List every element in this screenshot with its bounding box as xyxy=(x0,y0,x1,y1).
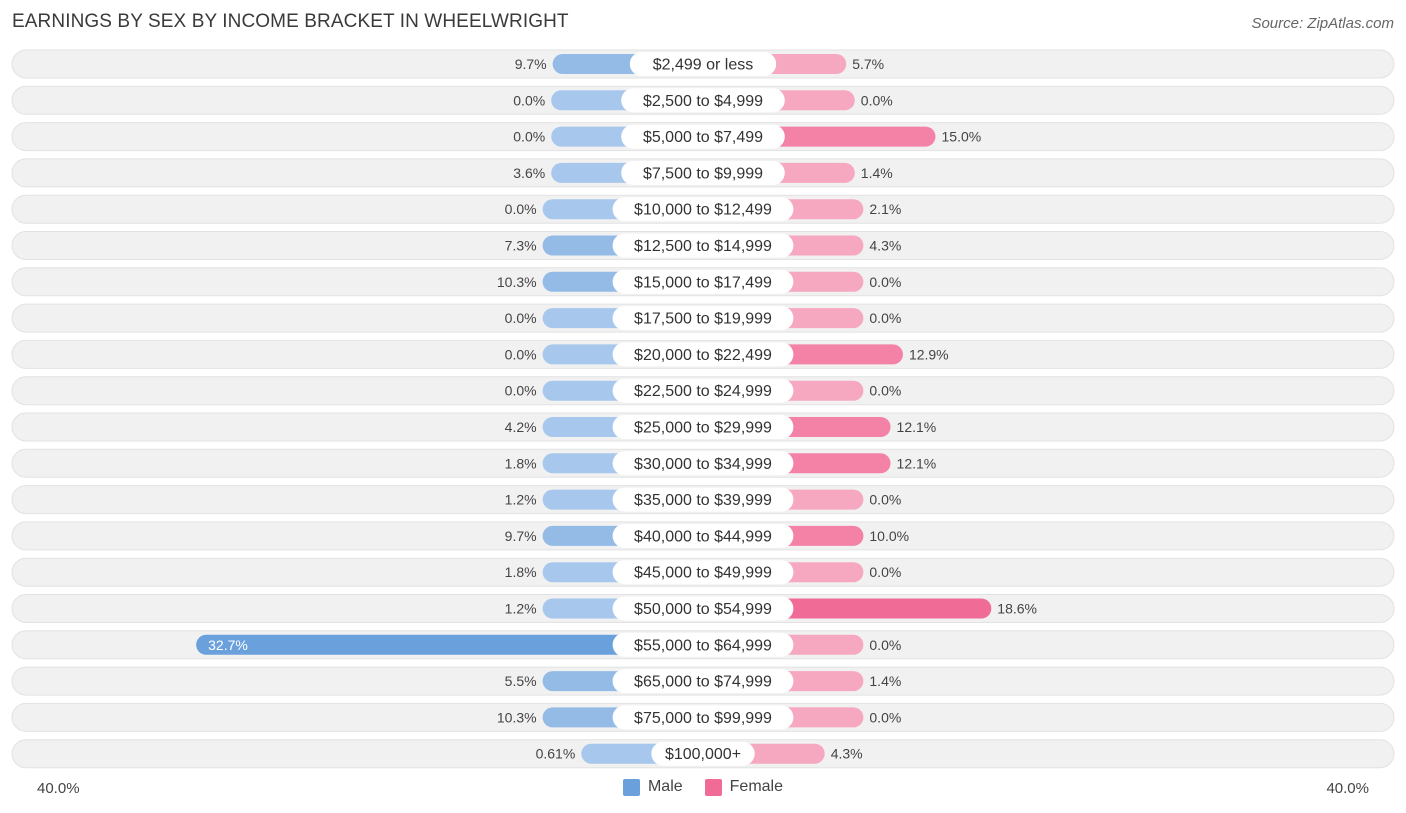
value-label-female: 1.4% xyxy=(861,165,893,181)
category-label-bg xyxy=(651,741,755,766)
category-label: $5,000 to $7,499 xyxy=(643,129,763,146)
value-label-female: 0.0% xyxy=(869,492,901,508)
value-label-female: 12.1% xyxy=(897,419,937,435)
legend-item-male[interactable]: Male xyxy=(622,778,683,796)
value-label-female: 4.3% xyxy=(831,746,863,762)
value-label-female: 4.3% xyxy=(869,238,901,254)
axis-right-label: 40.0% xyxy=(1326,780,1369,797)
value-label-female: 0.0% xyxy=(869,564,901,580)
chart-canvas: $2,499 or less 9.7% 5.7% $2,500 to $4,999 0.… xyxy=(11,49,1395,769)
category-label: $45,000 to $49,999 xyxy=(634,565,772,582)
category-label: $50,000 to $54,999 xyxy=(634,601,772,618)
category-label: $2,499 or less xyxy=(653,57,754,74)
category-label-bg xyxy=(612,669,794,694)
category-label: $55,000 to $64,999 xyxy=(634,637,772,654)
category-label: $65,000 to $74,999 xyxy=(634,674,772,691)
category-label-bg xyxy=(612,342,794,367)
category-label-bg xyxy=(612,632,794,657)
category-label-bg xyxy=(612,705,794,730)
legend-label-female: Female xyxy=(729,778,784,795)
value-label-female: 12.1% xyxy=(897,455,937,471)
category-label: $22,500 to $24,999 xyxy=(634,383,772,400)
value-label-male: 0.0% xyxy=(505,383,537,399)
legend-label-male: Male xyxy=(647,778,683,795)
category-label: $100,000+ xyxy=(665,746,741,763)
value-label-male: 1.2% xyxy=(505,492,537,508)
value-label-female: 18.6% xyxy=(997,601,1037,617)
legend: Male Female xyxy=(0,778,1406,796)
category-label: $40,000 to $44,999 xyxy=(634,528,772,545)
category-label: $12,500 to $14,999 xyxy=(634,238,772,255)
value-label-female: 5.7% xyxy=(852,56,884,72)
category-label-bg xyxy=(621,160,785,185)
category-label-bg xyxy=(621,88,785,113)
value-label-male: 0.0% xyxy=(513,92,545,108)
bar-male xyxy=(196,634,703,655)
value-label-male: 9.7% xyxy=(515,56,547,72)
category-label: $10,000 to $12,499 xyxy=(634,202,772,219)
category-label-bg xyxy=(612,197,794,222)
category-label-bg xyxy=(612,560,794,585)
category-label-bg xyxy=(612,487,794,512)
legend-swatch-female xyxy=(704,778,722,796)
category-label: $2,500 to $4,999 xyxy=(643,93,763,110)
category-label-bg xyxy=(612,269,794,294)
value-label-female: 0.0% xyxy=(869,383,901,399)
category-label: $75,000 to $99,999 xyxy=(634,710,772,727)
category-label: $30,000 to $34,999 xyxy=(634,456,772,473)
value-label-male: 10.3% xyxy=(497,274,537,290)
value-label-male: 7.3% xyxy=(505,238,537,254)
category-label-bg xyxy=(612,596,794,621)
value-label-female: 0.0% xyxy=(869,274,901,290)
category-label-bg xyxy=(612,378,794,403)
value-label-male: 10.3% xyxy=(497,709,537,725)
category-label-bg xyxy=(621,124,785,149)
value-label-male: 0.61% xyxy=(536,746,576,762)
value-label-female: 0.0% xyxy=(869,637,901,653)
value-label-female: 1.4% xyxy=(869,673,901,689)
value-label-female: 15.0% xyxy=(942,129,982,145)
category-label-bg xyxy=(612,233,794,258)
axis-left-label: 40.0% xyxy=(37,780,80,797)
value-label-male: 0.0% xyxy=(505,310,537,326)
value-label-female: 10.0% xyxy=(869,528,909,544)
legend-item-female[interactable]: Female xyxy=(704,778,784,796)
category-label-bg xyxy=(612,451,794,476)
chart-title: EARNINGS BY SEX BY INCOME BRACKET IN WHE… xyxy=(12,11,569,32)
category-label: $25,000 to $29,999 xyxy=(634,420,772,437)
value-label-male: 4.2% xyxy=(505,419,537,435)
value-label-male: 0.0% xyxy=(505,346,537,362)
category-label: $7,500 to $9,999 xyxy=(643,165,763,182)
category-label-bg xyxy=(612,306,794,331)
category-label: $20,000 to $22,499 xyxy=(634,347,772,364)
value-label-male: 9.7% xyxy=(505,528,537,544)
value-label-female: 0.0% xyxy=(861,92,893,108)
value-label-male: 1.8% xyxy=(505,564,537,580)
category-label-bg xyxy=(612,415,794,439)
value-label-male: 32.7% xyxy=(208,637,248,653)
value-label-male: 1.2% xyxy=(505,601,537,617)
category-label-bg xyxy=(612,523,794,548)
value-label-male: 0.0% xyxy=(513,129,545,145)
category-label-bg xyxy=(629,52,777,76)
category-label: $35,000 to $39,999 xyxy=(634,492,772,509)
value-label-female: 0.0% xyxy=(869,310,901,326)
value-label-male: 1.8% xyxy=(505,455,537,471)
value-label-female: 2.1% xyxy=(869,201,901,217)
value-label-male: 5.5% xyxy=(505,673,537,689)
value-label-female: 0.0% xyxy=(869,709,901,725)
value-label-male: 0.0% xyxy=(505,201,537,217)
source-note: Source: ZipAtlas.com xyxy=(1251,15,1394,32)
category-label: $15,000 to $17,499 xyxy=(634,274,772,291)
value-label-female: 12.9% xyxy=(909,346,949,362)
legend-swatch-male xyxy=(622,778,640,796)
value-label-male: 3.6% xyxy=(513,165,545,181)
category-label: $17,500 to $19,999 xyxy=(634,311,772,328)
